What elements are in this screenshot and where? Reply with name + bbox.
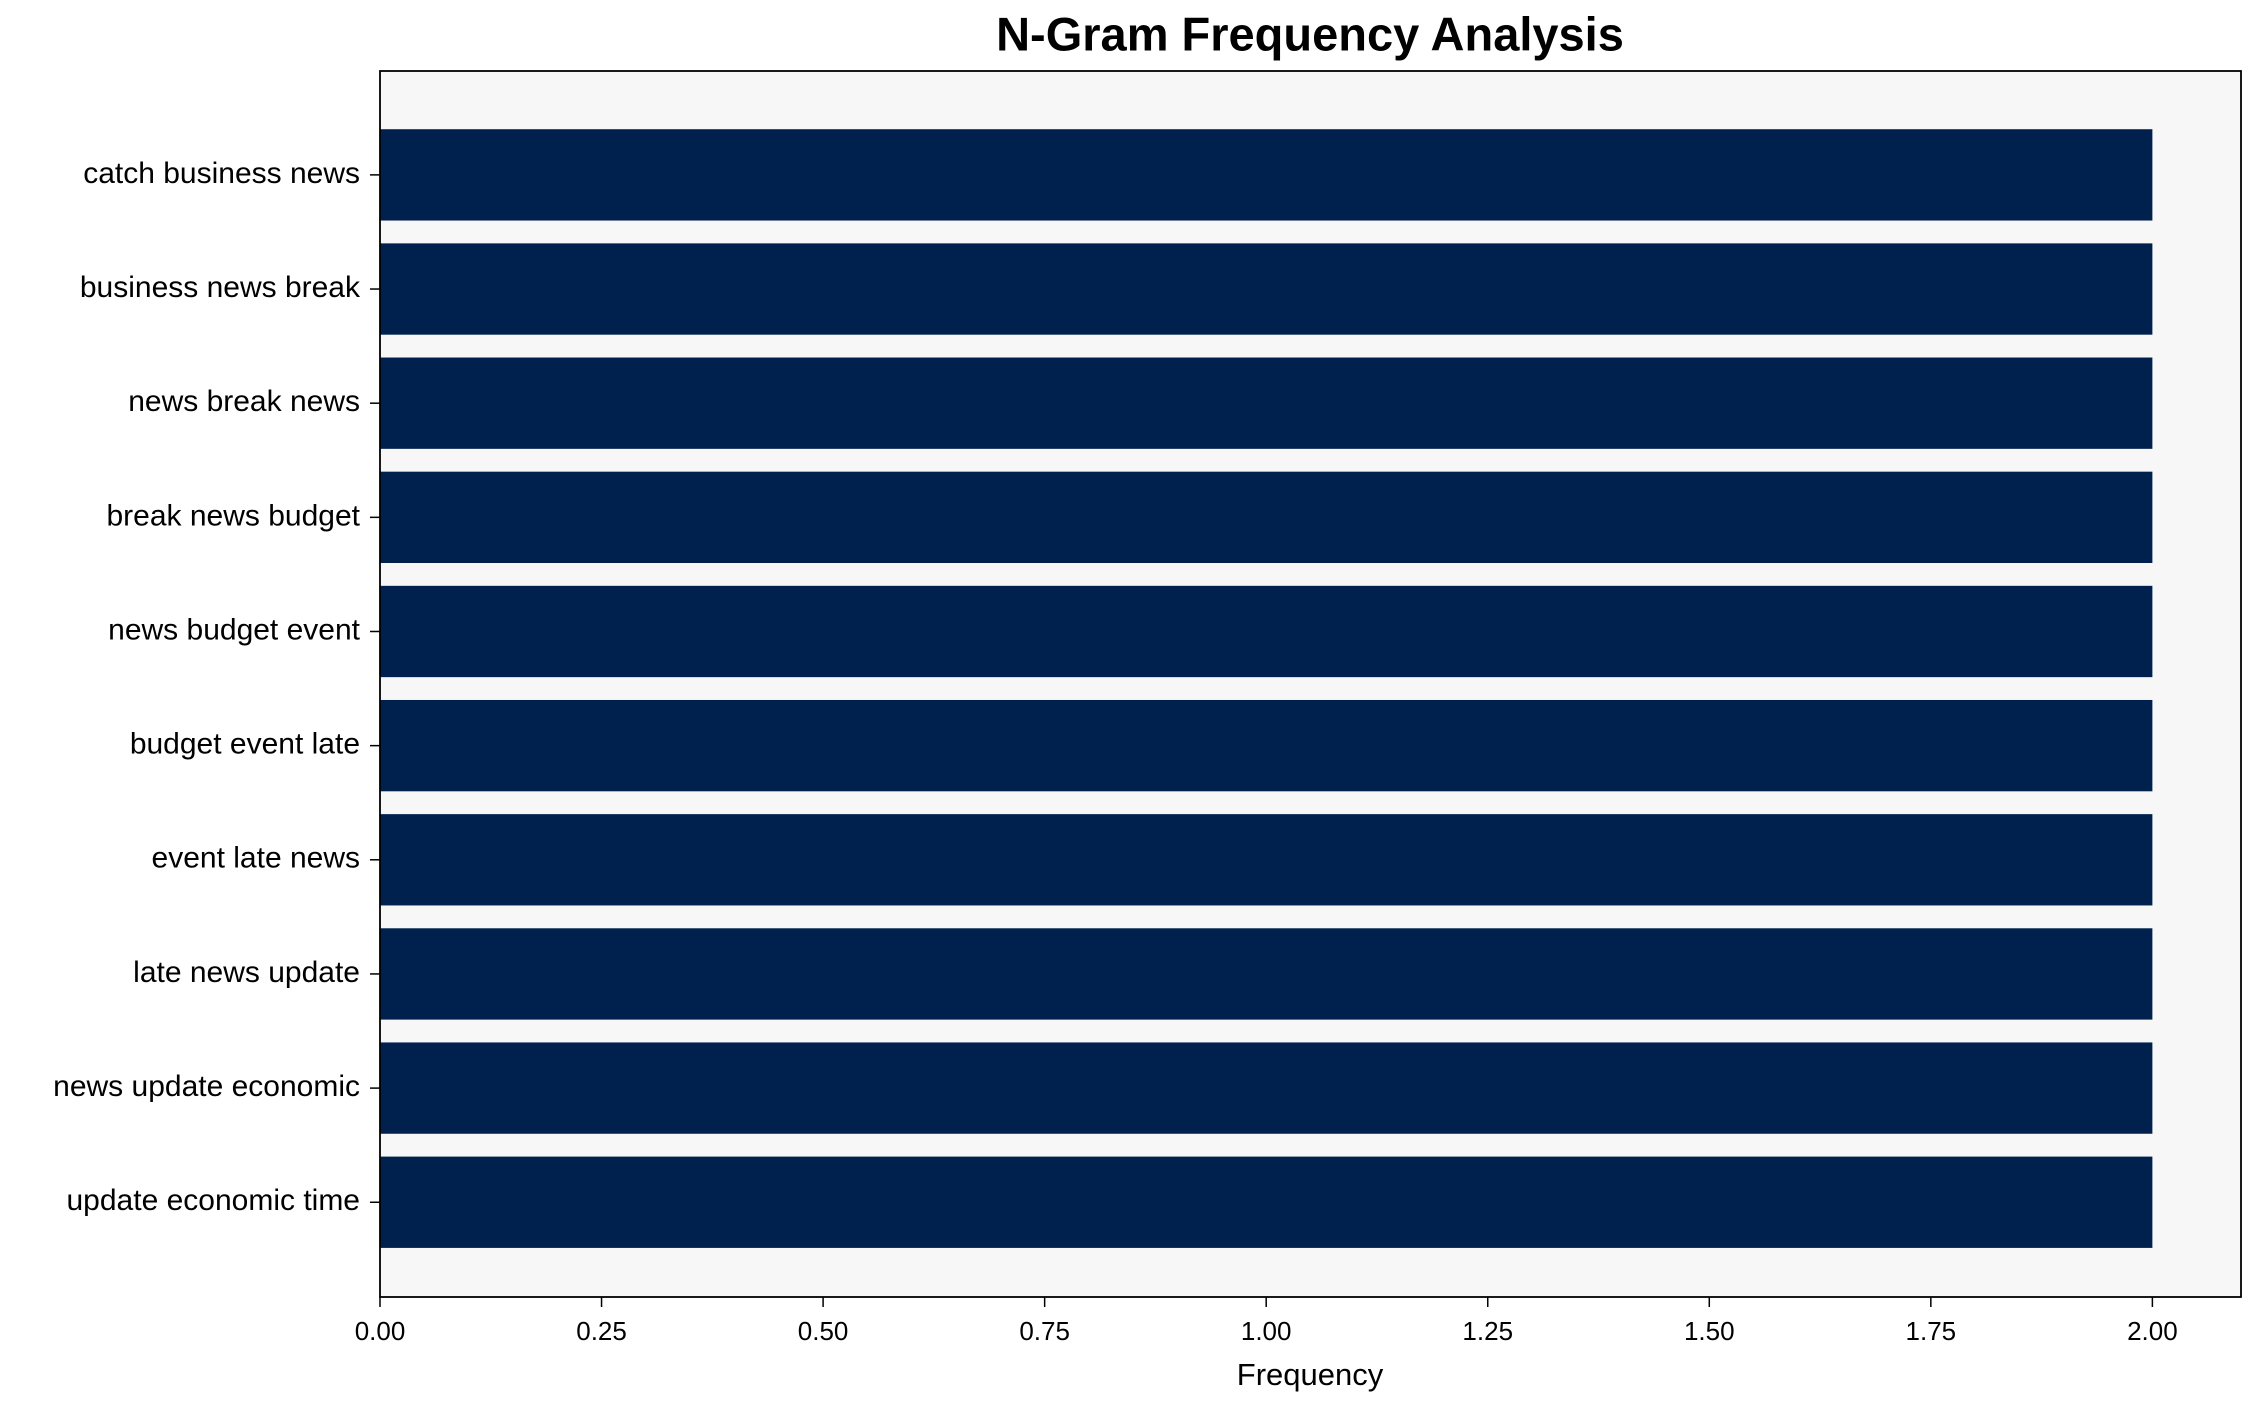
plot-frame bbox=[379, 70, 2242, 1298]
chart-title: N-Gram Frequency Analysis bbox=[996, 7, 1624, 60]
bar bbox=[380, 1156, 2153, 1248]
x-tick-label: 0.75 bbox=[1019, 1316, 1070, 1346]
x-tick-label: 1.50 bbox=[1684, 1316, 1735, 1346]
bar bbox=[380, 357, 2153, 449]
y-tick-label: catch business news bbox=[83, 157, 360, 190]
bar bbox=[380, 585, 2153, 678]
y-tick-label: late news update bbox=[133, 956, 360, 989]
y-tick-label: news update economic bbox=[53, 1070, 360, 1103]
bar bbox=[380, 129, 2153, 221]
x-tick-label: 0.25 bbox=[576, 1316, 627, 1346]
y-tick-label: event late news bbox=[152, 842, 360, 875]
y-tick-label: business news break bbox=[80, 271, 361, 304]
bar bbox=[380, 243, 2153, 335]
y-tick-label: break news budget bbox=[106, 499, 360, 532]
x-tick-label: 1.75 bbox=[1906, 1316, 1957, 1346]
x-tick-label: 2.00 bbox=[2127, 1316, 2178, 1346]
y-tick-label: news break news bbox=[128, 385, 360, 418]
x-tick-label: 0.50 bbox=[798, 1316, 849, 1346]
bar bbox=[380, 1042, 2153, 1134]
x-axis-label: Frequency bbox=[1237, 1357, 1384, 1392]
bar bbox=[380, 471, 2153, 563]
x-tick-label: 1.25 bbox=[1462, 1316, 1513, 1346]
x-tick-label: 1.00 bbox=[1241, 1316, 1292, 1346]
y-tick-label: news budget event bbox=[108, 613, 361, 646]
y-tick-label: update economic time bbox=[67, 1184, 361, 1217]
bar bbox=[380, 928, 2153, 1020]
x-tick-label: 0.00 bbox=[355, 1316, 406, 1346]
bar bbox=[380, 699, 2153, 792]
bar bbox=[380, 814, 2153, 906]
y-tick-label: budget event late bbox=[130, 728, 360, 761]
